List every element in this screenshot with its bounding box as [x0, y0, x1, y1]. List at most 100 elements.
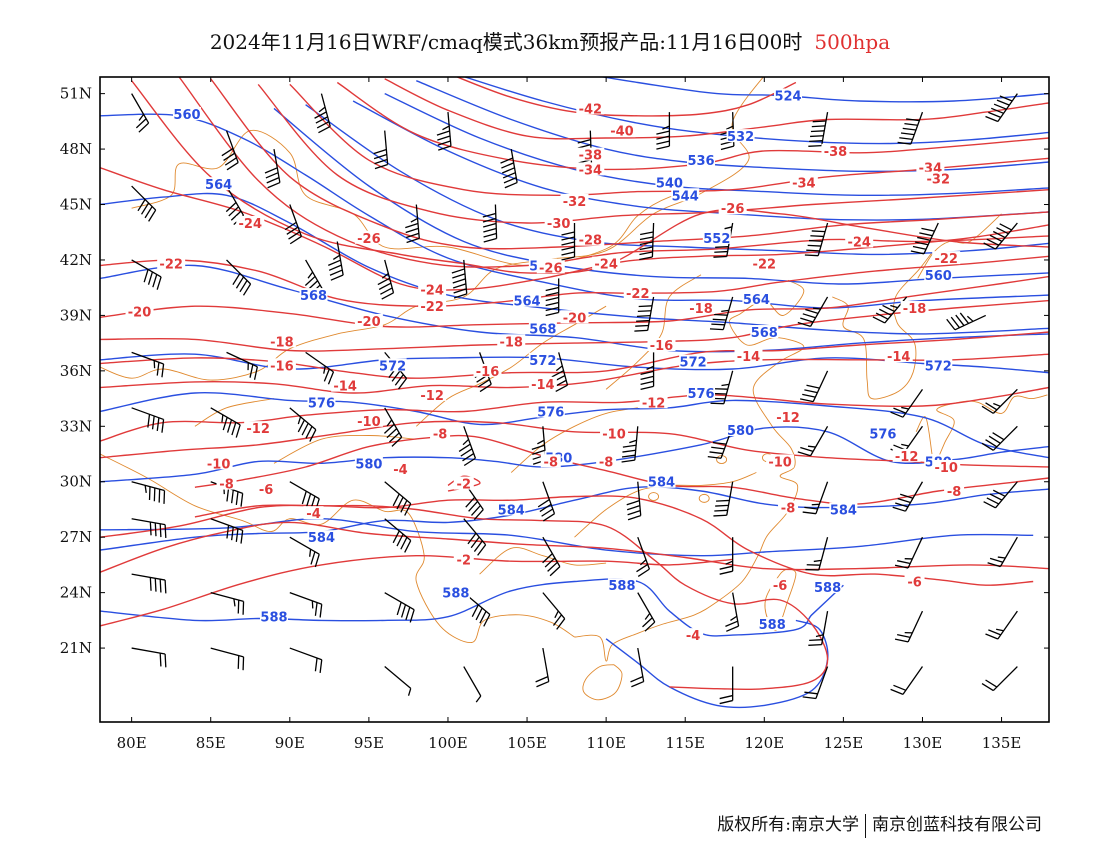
- temperature-label-bg: [916, 160, 945, 174]
- wind-barb-shaft: [225, 130, 239, 163]
- wind-barb-flag: [225, 202, 237, 213]
- wind-barb-flag: [806, 384, 820, 389]
- temperature-label--22: -22: [626, 287, 650, 302]
- temperature-label-bg: [544, 216, 573, 230]
- wind-barb-flag: [985, 402, 998, 411]
- wind-barb-flag: [555, 365, 563, 372]
- wind-barb-shaft: [131, 407, 164, 421]
- wind-barb-flag: [882, 304, 895, 313]
- wind-barb-flag: [378, 282, 392, 290]
- wind-barb-47: [131, 407, 165, 433]
- wind-barb-flag: [531, 444, 545, 450]
- height-label-bg: [758, 617, 787, 631]
- wind-barb-flag: [919, 232, 933, 237]
- wind-barb-flag: [315, 116, 328, 124]
- wind-barb-30: [545, 278, 560, 317]
- wind-barb-flag: [897, 633, 911, 639]
- wind-barb-shaft: [305, 351, 334, 373]
- temperature-label--14: -14: [737, 350, 761, 365]
- copyright-footer: 版权所有:南京大学 南京创蓝科技有限公司: [717, 810, 1042, 838]
- wind-barb-flag: [309, 429, 317, 442]
- wind-barb-flag: [709, 451, 723, 455]
- wind-barb-45: [890, 388, 923, 418]
- wind-barb-flag: [223, 152, 236, 161]
- x-tick-label-135E: 135E: [982, 734, 1022, 752]
- wind-barb-flag: [483, 222, 497, 228]
- wind-barb-flag: [405, 232, 420, 239]
- wind-barb-shaft: [210, 407, 241, 426]
- wind-barb-flag: [634, 329, 648, 332]
- temperature-label--30: -30: [547, 217, 571, 232]
- coast-border-line-1: [582, 664, 623, 701]
- wind-barb-flag: [410, 217, 418, 223]
- temperature-label-bg: [750, 256, 779, 270]
- wind-barb-flag: [800, 317, 814, 323]
- wind-barb-25: [131, 259, 162, 290]
- wind-barb-flag: [327, 371, 335, 385]
- wind-barb-flag: [477, 544, 487, 556]
- wind-barb-flag: [221, 147, 234, 157]
- copyright-right: 南京创蓝科技有限公司: [872, 815, 1042, 835]
- contour-label-layer: 5245325365405445525565605605645645645685…: [125, 88, 965, 644]
- temperature-label-bg: [778, 500, 799, 514]
- temperature-label--16: -16: [476, 365, 500, 380]
- wind-barb-flag: [637, 568, 650, 577]
- wind-barb-shaft: [726, 481, 734, 516]
- wind-barb-flag: [436, 130, 450, 136]
- wind-barb-flag: [377, 277, 390, 286]
- wind-barb-shaft: [463, 518, 487, 546]
- temperature-label-bg: [734, 349, 763, 363]
- wind-barb-flag: [383, 423, 395, 434]
- wind-barb-flag: [988, 111, 1001, 118]
- wind-barb-flag: [148, 209, 157, 222]
- wind-barb-flag: [545, 301, 559, 307]
- wind-barb-shaft: [384, 259, 395, 293]
- wind-barb-flag: [147, 414, 151, 428]
- wind-barb-shaft: [821, 610, 829, 645]
- wind-barb-71: [289, 536, 320, 568]
- wind-barb-shaft: [273, 148, 281, 183]
- wind-barb-flag: [917, 236, 931, 241]
- y-tick-label-33N: 33N: [60, 417, 92, 435]
- x-tick-label-115E: 115E: [665, 734, 705, 752]
- wind-barb-32: [709, 296, 734, 331]
- wind-barb-flag: [458, 443, 471, 452]
- coast-border-line-11: [479, 547, 607, 575]
- wind-barb-67: [892, 481, 924, 512]
- wind-barb-shaft: [289, 647, 322, 661]
- wind-barb-48: [210, 407, 241, 438]
- temperature-label-bg: [430, 426, 451, 440]
- wind-barb-87: [725, 592, 740, 632]
- wind-barb-shaft: [910, 111, 924, 145]
- height-label-576: 576: [537, 406, 564, 421]
- temperature-label-bg: [576, 162, 605, 176]
- height-label-bg: [726, 129, 755, 143]
- wind-barb-flag: [812, 307, 821, 310]
- wind-barb-flag: [711, 323, 725, 326]
- wind-barb-flag: [537, 499, 550, 508]
- temperature-label-bg: [924, 171, 953, 185]
- wind-barb-flag: [286, 226, 299, 235]
- wind-barb-flag: [714, 509, 728, 512]
- wind-barb-flag: [986, 238, 1000, 246]
- wind-barb-76: [719, 537, 734, 575]
- wind-barb-shaft: [821, 112, 829, 146]
- wind-barb-flag: [901, 406, 909, 410]
- wind-barb-flag: [811, 125, 826, 128]
- wind-barb-flag: [391, 436, 403, 447]
- x-tick-label-85E: 85E: [196, 734, 226, 752]
- wind-barb-flag: [240, 493, 244, 507]
- wind-barb-flag: [477, 379, 490, 388]
- temperature-label--16: -16: [270, 359, 294, 374]
- wind-barb-flag: [405, 606, 411, 621]
- wind-barb-flag: [955, 314, 965, 326]
- temperature-label--6: -6: [259, 483, 273, 498]
- wind-barb-33: [797, 296, 829, 327]
- wind-barb-shaft: [131, 573, 166, 581]
- temperature-label-bg: [216, 476, 237, 490]
- temperature-label--12: -12: [420, 389, 444, 404]
- wind-barb-73: [463, 518, 487, 556]
- wind-barb-flag: [639, 246, 653, 251]
- wind-barb-shaft: [810, 296, 829, 327]
- temperature-label-bg: [453, 552, 474, 566]
